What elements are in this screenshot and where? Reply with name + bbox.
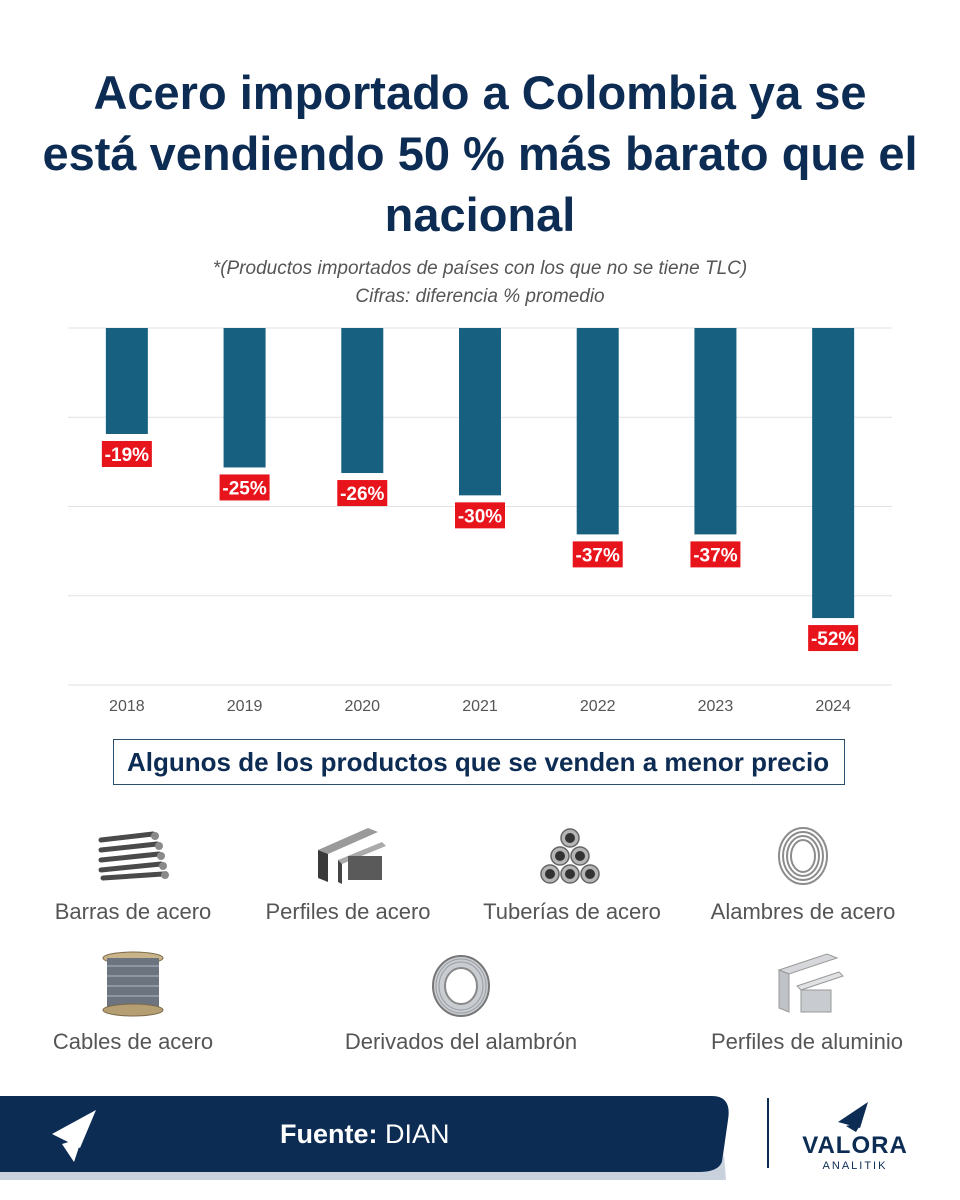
data-label-bg — [690, 541, 741, 568]
brand-logo-icon — [52, 1110, 96, 1162]
bar — [341, 328, 384, 474]
product-label: Derivados del alambrón — [344, 1029, 578, 1054]
data-label: -37% — [576, 545, 620, 566]
data-label: -25% — [222, 478, 266, 499]
data-label: -19% — [105, 445, 149, 466]
x-tick-label: 2024 — [815, 698, 851, 715]
bar — [459, 328, 501, 496]
product-steel-bars: Barras de acero — [13, 820, 253, 925]
steel-bars-icon — [98, 831, 169, 881]
source-label: Fuente: — [280, 1119, 378, 1149]
product-label: Alambres de acero — [710, 899, 896, 924]
data-label: -37% — [693, 545, 737, 566]
product-steel-profiles: Perfiles de acero — [228, 820, 468, 925]
bar — [576, 328, 619, 535]
data-label: -52% — [811, 629, 855, 650]
chart-note: Cifras: diferencia % promedio — [355, 286, 605, 307]
data-label: -26% — [340, 484, 384, 505]
footer-band — [0, 1096, 769, 1180]
x-tick-label: 2019 — [227, 698, 263, 715]
products-heading: Algunos de los productos que se venden a… — [113, 739, 845, 785]
product-wire-rod: Derivados del alambrón — [341, 950, 581, 1055]
steel-profiles-icon — [318, 828, 386, 884]
chart-subtitle: *(Productos importados de países con los… — [212, 258, 748, 279]
source-line: Fuente: DIAN — [280, 1116, 450, 1152]
product-steel-cables: Cables de acero — [13, 950, 253, 1055]
product-aluminum-profiles: Perfiles de aluminio — [687, 950, 927, 1055]
bar — [812, 328, 855, 619]
x-tick-label: 2021 — [462, 698, 498, 715]
x-tick-label: 2023 — [698, 698, 734, 715]
source-value: DIAN — [385, 1119, 450, 1149]
data-label-bg — [808, 625, 859, 652]
data-label-bg — [219, 474, 270, 501]
x-tick-label: 2018 — [109, 698, 145, 715]
steel-pipes-icon — [540, 828, 600, 884]
product-label: Cables de acero — [52, 1029, 214, 1054]
product-label: Perfiles de aluminio — [711, 1029, 903, 1054]
data-label-bg — [337, 480, 388, 507]
bar — [694, 328, 737, 535]
page-title: Acero importado a Colombia ya se está ve… — [42, 66, 918, 241]
wire-coil-icon — [778, 827, 828, 885]
bar — [223, 328, 266, 468]
aluminum-profiles-icon — [777, 953, 844, 1013]
product-label: Tuberías de acero — [483, 899, 661, 924]
cable-spool-icon — [102, 951, 164, 1017]
product-label: Perfiles de acero — [265, 899, 431, 924]
data-label-bg — [101, 440, 152, 467]
bar — [105, 328, 148, 434]
product-steel-pipes: Tuberías de acero — [452, 820, 692, 925]
data-label: -30% — [458, 506, 502, 527]
bar-chart: -19% 2018 -25% 2019 -26% 2020 -30% 2021 -37% 2022… — [68, 327, 892, 715]
brand-logo: VALORA ANALITIK — [790, 1098, 920, 1178]
x-tick-label: 2020 — [344, 698, 380, 715]
brand-mark-icon — [838, 1102, 868, 1132]
data-label-bg — [455, 502, 505, 529]
brand-subtitle: ANALITIK — [822, 1160, 888, 1172]
data-label-bg — [572, 541, 623, 568]
product-steel-wire: Alambres de acero — [683, 820, 923, 925]
brand-name: VALORA — [802, 1132, 908, 1159]
wire-rod-coil-icon — [432, 955, 490, 1017]
x-tick-label: 2022 — [580, 698, 616, 715]
product-label: Barras de acero — [54, 899, 212, 924]
